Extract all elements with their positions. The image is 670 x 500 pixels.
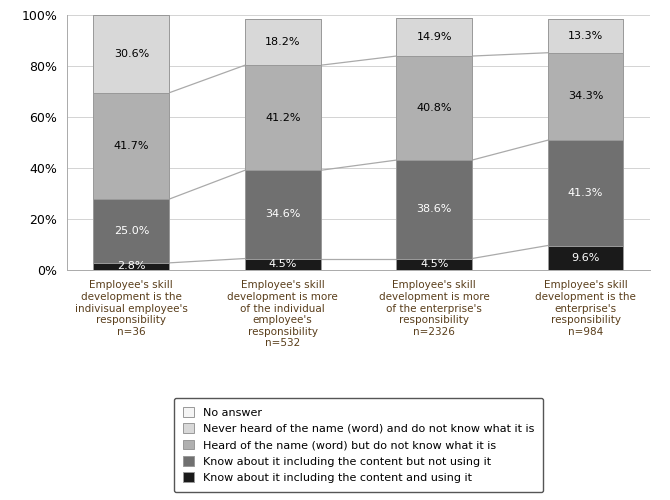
Bar xyxy=(245,19,321,65)
Bar xyxy=(94,14,170,93)
Bar xyxy=(547,52,623,140)
Bar xyxy=(245,258,321,270)
Text: 38.6%: 38.6% xyxy=(417,204,452,214)
Text: 13.3%: 13.3% xyxy=(568,31,603,41)
Bar xyxy=(547,19,623,52)
Text: 25.0%: 25.0% xyxy=(114,226,149,236)
Bar xyxy=(94,199,170,263)
Text: 2.8%: 2.8% xyxy=(117,262,145,272)
Bar xyxy=(396,18,472,56)
Text: 34.3%: 34.3% xyxy=(568,92,603,102)
Bar xyxy=(94,93,170,199)
Bar xyxy=(245,170,321,258)
Legend: No answer, Never heard of the name (word) and do not know what it is, Heard of t: No answer, Never heard of the name (word… xyxy=(174,398,543,492)
Text: 18.2%: 18.2% xyxy=(265,37,301,47)
Bar xyxy=(94,263,170,270)
Text: 41.3%: 41.3% xyxy=(568,188,603,198)
Text: 40.8%: 40.8% xyxy=(416,103,452,113)
Bar xyxy=(396,160,472,258)
Bar xyxy=(245,65,321,170)
Bar xyxy=(396,258,472,270)
Bar xyxy=(396,56,472,160)
Text: 34.6%: 34.6% xyxy=(265,210,300,220)
Text: 4.5%: 4.5% xyxy=(420,260,448,270)
Text: 41.2%: 41.2% xyxy=(265,113,301,123)
Text: 4.5%: 4.5% xyxy=(269,260,297,270)
Text: 14.9%: 14.9% xyxy=(416,32,452,42)
Bar xyxy=(547,246,623,270)
Text: 41.7%: 41.7% xyxy=(114,141,149,151)
Text: 9.6%: 9.6% xyxy=(572,253,600,263)
Bar xyxy=(547,140,623,246)
Text: 30.6%: 30.6% xyxy=(114,49,149,59)
